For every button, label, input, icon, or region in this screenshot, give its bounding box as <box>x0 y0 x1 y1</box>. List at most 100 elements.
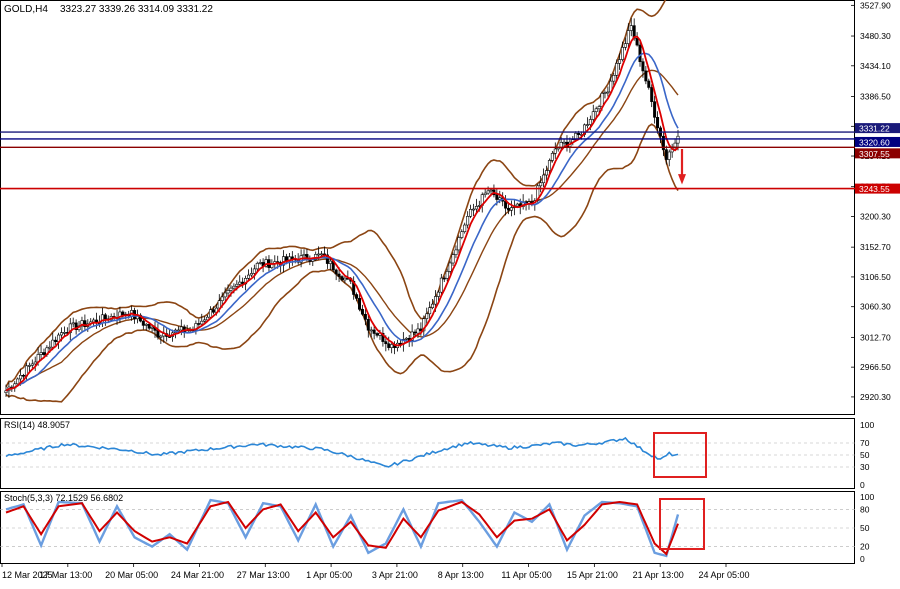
candle-body <box>509 207 513 211</box>
candle-body <box>588 119 592 125</box>
candle-body <box>439 277 443 293</box>
stoch-tick-label: 80 <box>860 504 870 514</box>
candle-body <box>220 296 224 301</box>
candle-body <box>62 332 66 334</box>
candle-body <box>203 319 207 322</box>
candle-body <box>147 323 151 329</box>
bollinger-middle-band <box>5 69 679 392</box>
candle-body <box>638 44 642 62</box>
candle-body <box>337 273 341 277</box>
candle-body <box>597 106 601 110</box>
candle-body <box>635 37 639 46</box>
stoch-d-line <box>5 500 679 556</box>
candle-body <box>413 331 417 334</box>
price-pane-frame <box>0 0 855 415</box>
stochastic-pane <box>0 498 855 558</box>
candle-body <box>255 263 259 270</box>
candle-body <box>369 329 373 332</box>
candle-body <box>489 189 493 192</box>
candle-body <box>74 322 78 331</box>
candle-body <box>471 208 475 211</box>
candle-body <box>60 332 64 336</box>
candle-body <box>626 30 630 44</box>
candle-body <box>620 47 624 60</box>
candle-body <box>585 124 589 126</box>
candle-body <box>343 277 347 281</box>
candle-body <box>83 320 87 328</box>
stoch-tick-label: 100 <box>860 492 874 502</box>
candle-body <box>553 148 557 154</box>
rsi-tick-label: 70 <box>860 438 870 448</box>
candle-body <box>258 262 262 264</box>
candle-body <box>235 283 239 287</box>
candle-body <box>200 320 204 325</box>
candle-body <box>232 285 236 289</box>
price-line-tag <box>855 148 900 159</box>
price-tick-label: 2920.30 <box>860 392 891 402</box>
candle-body <box>650 87 654 102</box>
price-tick-label: 3012.70 <box>860 332 891 342</box>
candle-body <box>442 277 446 280</box>
price-tick-label: 3200.30 <box>860 211 891 221</box>
candle-body <box>226 290 230 294</box>
candle-body <box>556 147 560 150</box>
candle-body <box>539 182 543 187</box>
candle-body <box>542 174 546 184</box>
candle-body <box>381 332 385 342</box>
candle-body <box>463 224 467 233</box>
candle-body <box>16 378 20 385</box>
candle-body <box>22 375 26 377</box>
candle-body <box>591 111 595 120</box>
candle-body <box>387 343 391 348</box>
rsi-tick-label: 0 <box>860 480 865 490</box>
candle-body <box>673 142 677 148</box>
candle-body <box>80 320 84 327</box>
candle-body <box>466 216 470 226</box>
rsi-tick-label: 50 <box>860 450 870 460</box>
candle-body <box>404 337 408 340</box>
time-tick-label: 17 Mar 13:00 <box>39 570 92 580</box>
candle-body <box>249 273 253 276</box>
candle-body <box>431 303 435 308</box>
candle-body <box>498 197 502 200</box>
candle-body <box>141 320 145 326</box>
price-tick-label: 3480.30 <box>860 31 891 41</box>
rsi-pane <box>0 432 855 478</box>
candle-body <box>483 192 487 195</box>
candle-body <box>340 276 344 281</box>
candle-body <box>477 205 481 207</box>
candle-body <box>422 318 426 332</box>
candle-body <box>653 101 657 118</box>
candle-body <box>71 322 75 325</box>
price-tick-label: 2966.50 <box>860 362 891 372</box>
candle-body <box>121 311 125 316</box>
price-tick-label: 3386.50 <box>860 91 891 101</box>
rsi-highlight-box <box>653 432 707 478</box>
candle-body <box>27 365 31 367</box>
candle-body <box>375 333 379 336</box>
time-tick-label: 24 Mar 21:00 <box>171 570 224 580</box>
candle-body <box>425 313 429 320</box>
candle-body <box>550 152 554 161</box>
candle-body <box>30 363 34 366</box>
price-line-tag-label: 3307.55 <box>859 149 890 159</box>
bollinger-upper-band <box>5 0 678 388</box>
candle-body <box>577 132 581 135</box>
time-tick-label: 15 Apr 21:00 <box>567 570 618 580</box>
price-line-tag-label: 3331.22 <box>859 124 890 134</box>
candle-body <box>252 268 256 274</box>
candle-body <box>328 260 332 264</box>
candle-body <box>159 335 163 338</box>
stoch-k-line <box>5 498 680 558</box>
time-tick-label: 27 Mar 13:00 <box>237 570 290 580</box>
candle-body <box>629 25 633 31</box>
candle-body <box>197 323 201 325</box>
stoch-highlight-box <box>659 498 705 550</box>
candle-body <box>206 316 210 321</box>
price-tick-label: 3106.50 <box>860 272 891 282</box>
candle-body <box>179 326 183 331</box>
candle-body <box>51 339 55 348</box>
price-pane <box>0 0 855 403</box>
